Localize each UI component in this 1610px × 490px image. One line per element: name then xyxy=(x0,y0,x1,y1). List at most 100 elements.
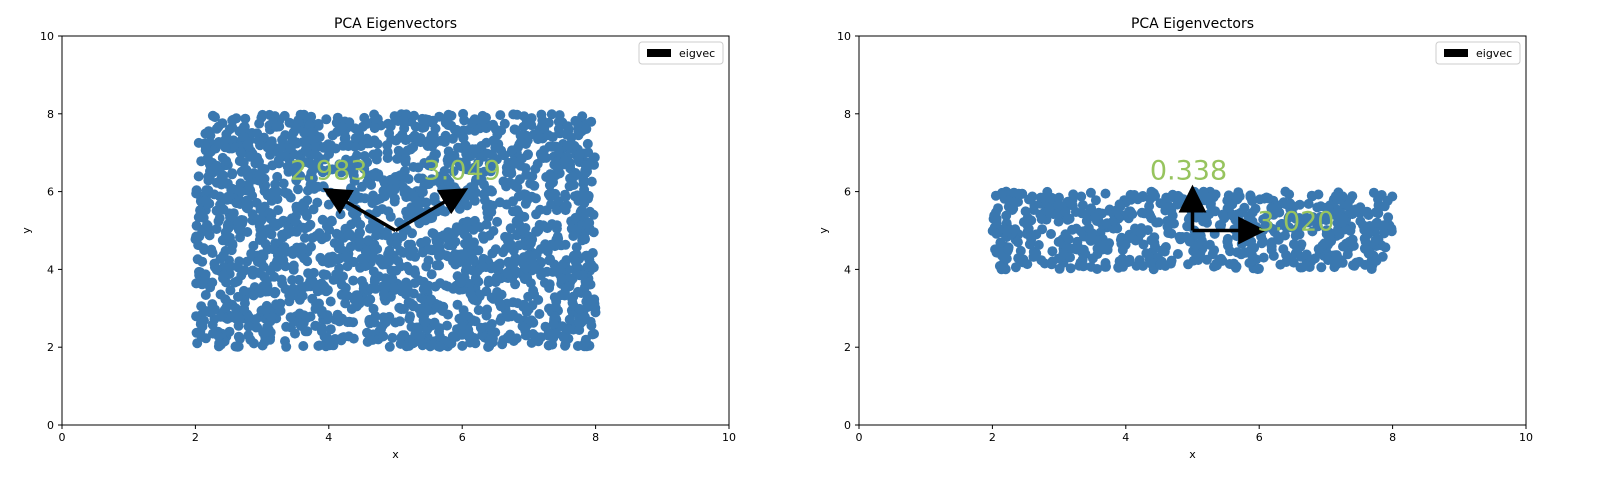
scatter-point xyxy=(1042,186,1053,197)
scatter-point xyxy=(567,297,578,308)
scatter-point xyxy=(467,315,478,326)
scatter-point xyxy=(1060,206,1071,217)
scatter-point xyxy=(548,319,559,330)
scatter-point xyxy=(1127,209,1138,220)
scatter-point xyxy=(290,328,300,339)
scatter-point xyxy=(268,217,279,228)
eigenvalue-label-2: 3.020 xyxy=(1257,207,1334,238)
scatter-point xyxy=(429,150,440,161)
scatter-point xyxy=(486,207,497,218)
scatter-point xyxy=(279,110,290,121)
scatter-point xyxy=(494,297,505,308)
x-tick-label: 0 xyxy=(59,431,66,444)
x-tick-label: 2 xyxy=(192,431,199,444)
eigenvalue-label-1: 0.338 xyxy=(1150,156,1227,187)
scatter-point xyxy=(417,187,428,198)
scatter-point xyxy=(192,338,203,349)
scatter-point xyxy=(1323,203,1334,213)
scatter-point xyxy=(222,224,233,235)
scatter-point xyxy=(214,213,225,224)
scatter-point xyxy=(199,245,210,255)
scatter-point xyxy=(191,185,202,196)
scatter-point xyxy=(1114,199,1125,210)
scatter-point xyxy=(222,194,233,205)
scatter-point xyxy=(378,186,389,196)
scatter-point xyxy=(271,121,282,132)
scatter-point xyxy=(467,239,478,250)
x-tick-label: 6 xyxy=(1256,431,1263,444)
scatter-point xyxy=(582,138,593,149)
scatter-point xyxy=(456,277,467,288)
scatter-point xyxy=(477,330,487,341)
scatter-point xyxy=(1053,216,1064,227)
scatter-point xyxy=(235,232,245,243)
eigenvector-arrow-2 xyxy=(394,188,469,233)
scatter-point xyxy=(1312,221,1323,232)
scatter-point xyxy=(191,327,202,338)
scatter-point xyxy=(1198,186,1209,197)
scatter-point xyxy=(1363,229,1373,240)
scatter-point xyxy=(201,185,212,196)
scatter-point xyxy=(457,340,468,351)
scatter-point xyxy=(411,196,422,207)
scatter-point xyxy=(227,240,238,251)
scatter-point xyxy=(263,286,274,297)
scatter-point xyxy=(531,209,542,220)
scatter-point xyxy=(423,305,434,316)
scatter-point xyxy=(545,254,556,265)
scatter-point xyxy=(479,166,490,177)
scatter-point xyxy=(551,205,562,216)
scatter-point xyxy=(442,155,453,165)
scatter-point xyxy=(507,145,517,156)
scatter-point xyxy=(1077,200,1088,211)
scatter-point xyxy=(285,312,296,323)
scatter-point xyxy=(402,145,413,156)
scatter-point xyxy=(1076,226,1087,237)
scatter-point xyxy=(1225,246,1235,257)
scatter-point xyxy=(566,132,577,143)
scatter-point xyxy=(994,261,1005,271)
scatter-point xyxy=(393,145,404,156)
scatter-point xyxy=(1199,195,1210,206)
scatter-point xyxy=(447,240,458,251)
scatter-point xyxy=(365,223,376,234)
scatter-point xyxy=(239,298,250,309)
scatter-point xyxy=(498,247,508,258)
scatter-point xyxy=(290,216,300,227)
scatter-point xyxy=(1149,237,1160,248)
scatter-point xyxy=(205,307,215,318)
scatter-point xyxy=(1245,237,1256,248)
scatter-point xyxy=(1090,195,1101,206)
scatter-point xyxy=(257,230,268,241)
scatter-point xyxy=(195,319,206,330)
scatter-point xyxy=(197,256,208,267)
scatter-point xyxy=(1292,245,1303,256)
scatter-point xyxy=(1097,244,1108,255)
scatter-point xyxy=(1172,249,1183,259)
scatter-point xyxy=(1090,212,1100,223)
scatter-point xyxy=(547,219,557,230)
scatter-point xyxy=(298,318,309,329)
scatter-point xyxy=(1295,262,1306,273)
scatter-point xyxy=(1166,255,1177,266)
scatter-point xyxy=(327,252,337,263)
scatter-point xyxy=(448,256,458,267)
scatter-point xyxy=(325,140,336,151)
scatter-point xyxy=(191,278,202,289)
scatter-point xyxy=(429,193,440,204)
scatter-point xyxy=(242,139,253,150)
scatter-point xyxy=(452,299,463,310)
scatter-point xyxy=(438,301,449,312)
scatter-point xyxy=(225,285,236,296)
scatter-point xyxy=(415,330,426,341)
scatter-point xyxy=(473,157,484,168)
scatter-point xyxy=(323,199,334,210)
scatter-point xyxy=(559,155,570,166)
scatter-point xyxy=(334,239,345,250)
scatter-point xyxy=(550,301,561,312)
scatter-point xyxy=(1219,213,1230,224)
scatter-point xyxy=(1283,212,1294,223)
scatter-point xyxy=(513,215,524,226)
scatter-point xyxy=(1247,196,1258,207)
scatter-point xyxy=(538,220,549,231)
